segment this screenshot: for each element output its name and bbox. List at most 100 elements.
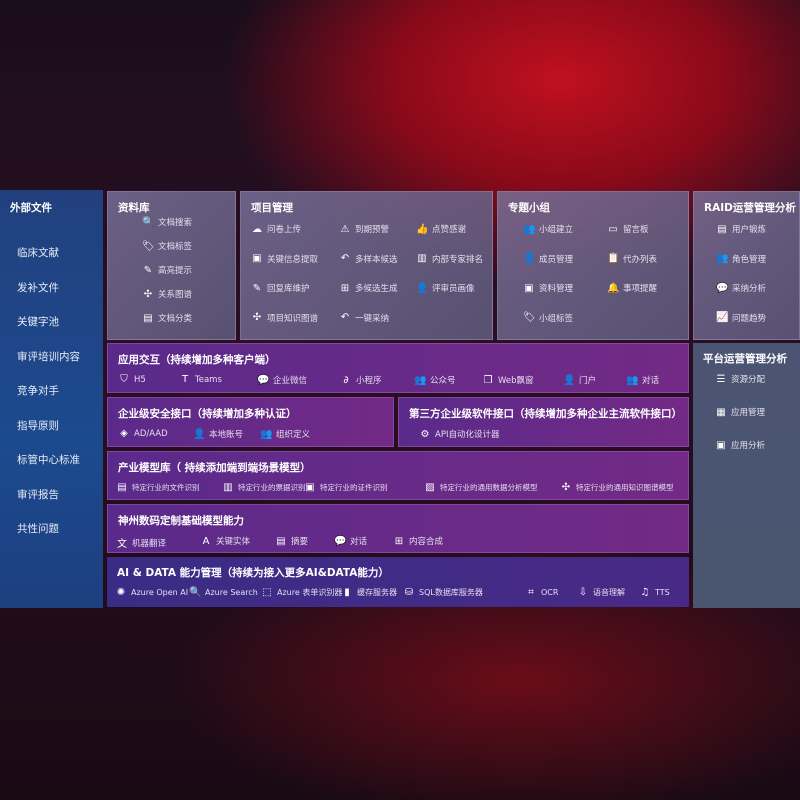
- industry-item[interactable]: ✣ 特定行业的通用知识图谱模型: [560, 482, 674, 493]
- app-item[interactable]: ⛉ H5: [118, 374, 146, 385]
- qa-icon: 💬: [716, 282, 729, 294]
- third-item[interactable]: ⚙ API自动化设计器: [419, 428, 500, 441]
- app-item-label: 企业微信: [273, 376, 308, 386]
- group-item[interactable]: 👥 小组建立: [523, 223, 573, 236]
- platform-item[interactable]: ▣ 应用分析: [715, 439, 765, 452]
- industry-item[interactable]: ▤ 特定行业的文件识别: [116, 482, 199, 493]
- project-item[interactable]: ✎ 回复库维护: [251, 282, 310, 295]
- sidebar-item-8[interactable]: 审评报告: [17, 488, 59, 501]
- project-item[interactable]: ✣ 项目知识图谱: [251, 312, 318, 324]
- doc-classify-icon: ▤: [143, 312, 153, 324]
- ai-item[interactable]: ⬚ Azure 表单识别器: [261, 587, 342, 598]
- platform-item[interactable]: ▦ 应用管理: [715, 406, 765, 419]
- platform-item[interactable]: ☰ 资源分配: [715, 373, 766, 386]
- wechat-work-icon: 💬: [257, 374, 270, 386]
- ai-item[interactable]: ✺ Azure Open AI: [115, 587, 188, 598]
- industry-item[interactable]: ▣ 特定行业的证件识别: [304, 482, 387, 493]
- industry-item[interactable]: ▥ 特定行业的票据识别: [222, 482, 305, 493]
- sidebar-item-2[interactable]: 发补文件: [17, 281, 59, 294]
- group-item[interactable]: 🔔 事项提醒: [607, 282, 658, 295]
- group-item-label: 事项提醒: [623, 284, 658, 294]
- project-item[interactable]: ▣ 关键信息提取: [251, 253, 318, 265]
- project-item[interactable]: ↶ 多样本候选: [339, 253, 398, 265]
- app-item[interactable]: ∂ 小程序: [340, 374, 381, 387]
- app-item[interactable]: 💬 企业微信: [257, 374, 308, 387]
- ai-item[interactable]: 🔍 Azure Search: [189, 587, 258, 598]
- form-recognizer-icon: ⬚: [262, 587, 272, 598]
- group-item[interactable]: 👤 成员管理: [523, 253, 573, 265]
- project-item[interactable]: ☁ 问卷上传: [251, 223, 301, 236]
- library-panel: 资料库 🔍 文档搜索 🏷 文档标签 ✎ 高亮提示 ✣ 关系图谱 ▤ 文档分类: [107, 191, 236, 340]
- app-item-label: H5: [134, 374, 146, 385]
- base-item[interactable]: A 关键实体: [200, 535, 250, 548]
- ai-item-label: Azure Search: [205, 588, 258, 597]
- base-item[interactable]: 文机器翻译: [116, 535, 167, 551]
- security-item[interactable]: 👥 组织定义: [260, 428, 310, 441]
- sidebar-item-9[interactable]: 共性问题: [17, 523, 59, 535]
- project-item[interactable]: ↶ 一键采纳: [339, 312, 389, 324]
- reviewer-icon: 👤: [416, 282, 429, 294]
- industry-item[interactable]: ▨ 特定行业的通用数据分析模型: [424, 482, 537, 493]
- puzzle-icon: ⊞: [340, 282, 350, 294]
- sidebar-item-6[interactable]: 指导原则: [17, 419, 59, 432]
- image-chart-icon: ▨: [425, 482, 435, 493]
- ai-item[interactable]: ⌗ OCR: [525, 587, 558, 598]
- project-item-label: 多候选生成: [355, 284, 398, 294]
- cache-server-icon: ▮: [344, 587, 350, 598]
- ai-item[interactable]: ⛁ SQL数据库服务器: [403, 587, 483, 598]
- app-item[interactable]: 👥 公众号: [414, 374, 456, 387]
- ai-item[interactable]: ⇩ 语音理解: [577, 587, 625, 598]
- app-item-label: 门户: [579, 376, 597, 386]
- app-item[interactable]: ❐ Web飘窗: [482, 374, 534, 387]
- raid-item[interactable]: 👥 角色管理: [716, 253, 766, 265]
- third-party-panel: 第三方企业级软件接口（持续增加多种企业主流软件接口） ⚙ API自动化设计器: [398, 397, 689, 447]
- sidebar-item-3[interactable]: 关键字池: [17, 316, 59, 328]
- library-item[interactable]: ✣ 关系图谱: [142, 288, 192, 301]
- app-item-label: 公众号: [430, 376, 456, 386]
- group-item[interactable]: 🏷 小组标签: [523, 312, 573, 324]
- thumbs-up-icon: 👍: [416, 223, 429, 235]
- library-item-label: 文档搜索: [158, 218, 193, 228]
- library-item[interactable]: 🏷 文档标签: [142, 240, 192, 253]
- library-item[interactable]: ✎ 高亮提示: [142, 264, 192, 277]
- base-item[interactable]: 💬 对话: [334, 535, 367, 548]
- app-item[interactable]: 👤 门户: [563, 374, 597, 387]
- base-item[interactable]: ⊞ 内容合成: [393, 535, 443, 548]
- users-icon: 👥: [523, 223, 536, 235]
- project-item[interactable]: ⚠ 到期预警: [339, 223, 390, 236]
- project-item-label: 项目知识图谱: [267, 313, 319, 324]
- teams-icon: T: [181, 374, 189, 385]
- security-item[interactable]: 👤 本地账号: [193, 428, 243, 441]
- project-title: 项目管理: [251, 202, 293, 214]
- app-item-label: Web飘窗: [498, 376, 534, 386]
- ranking-icon: ▥: [417, 253, 427, 264]
- graph-icon: ✣: [143, 288, 153, 300]
- raid-item[interactable]: ▤ 用户锻炼: [716, 223, 766, 236]
- group-item[interactable]: 📋 代办列表: [607, 253, 657, 265]
- library-item[interactable]: 🔍 文档搜索: [142, 216, 193, 229]
- translate-icon: 文: [117, 539, 127, 550]
- sidebar-item-1[interactable]: 临床文献: [17, 247, 59, 259]
- raid-item[interactable]: 📈 问题趋势: [716, 312, 766, 324]
- ai-item[interactable]: ▮ 缓存服务器: [341, 587, 397, 598]
- base-item[interactable]: ▤ 摘要: [275, 535, 308, 548]
- base-item-label: 机器翻译: [132, 538, 167, 549]
- sidebar-item-7[interactable]: 标管中心标准: [17, 454, 80, 466]
- raid-item[interactable]: 💬 采纳分析: [716, 282, 766, 295]
- apps-icon: ▦: [716, 406, 726, 418]
- library-item[interactable]: ▤ 文档分类: [142, 312, 192, 325]
- ai-item-label: TTS: [655, 588, 670, 597]
- sidebar-item-4[interactable]: 审评培训内容: [17, 350, 80, 363]
- security-item[interactable]: ◈ AD/AAD: [118, 428, 168, 439]
- project-item[interactable]: ⊞ 多候选生成: [339, 282, 398, 295]
- app-item[interactable]: 👥 对话: [626, 374, 659, 387]
- project-item[interactable]: 👍 点赞感谢: [416, 223, 466, 236]
- project-item[interactable]: ▥ 内部专家排名: [416, 253, 483, 265]
- app-item[interactable]: T Teams: [179, 374, 222, 385]
- sidebar-item-5[interactable]: 竞争对手: [17, 385, 59, 397]
- ai-item[interactable]: ♫ TTS: [639, 587, 670, 598]
- group-item[interactable]: ▭ 留言板: [607, 223, 648, 236]
- project-item[interactable]: 👤 评审员画像: [416, 282, 475, 295]
- third-item-label: API自动化设计器: [435, 430, 500, 440]
- group-item[interactable]: ▣ 资料管理: [523, 282, 573, 295]
